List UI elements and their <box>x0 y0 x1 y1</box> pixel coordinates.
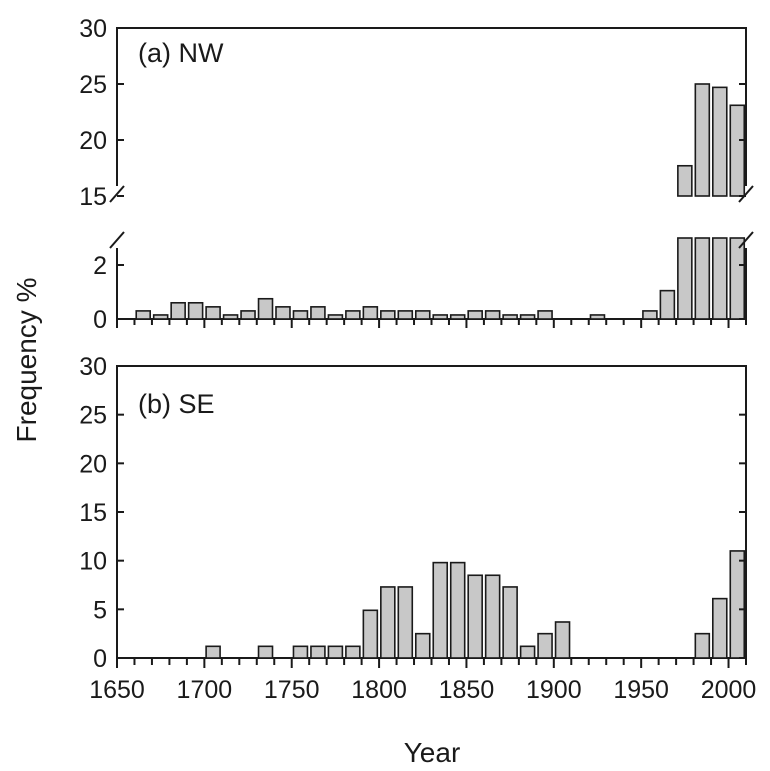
y-tick-label-b-15: 15 <box>79 499 107 527</box>
axis-break-mark <box>109 185 125 203</box>
x-tick-label-1800: 1800 <box>351 676 407 704</box>
bar-a-1895 <box>537 310 553 320</box>
bar-b-1825 <box>414 632 431 659</box>
axis-break-mark <box>738 185 754 203</box>
bar-b-1885 <box>519 645 536 659</box>
y-tick-label-b-30: 30 <box>79 353 107 381</box>
bar-a-1985-lower <box>694 237 711 320</box>
bar-b-1995 <box>712 597 728 659</box>
bar-a-1705 <box>205 306 221 320</box>
bar-a-1925 <box>589 314 606 320</box>
panel-a-label: (a) NW <box>138 38 224 68</box>
bar-b-1775 <box>327 645 344 659</box>
y-tick-label-a-2: 2 <box>93 252 107 280</box>
x-tick-label-1650: 1650 <box>89 676 145 704</box>
y-tick-label-a-20: 20 <box>79 127 107 155</box>
y-tick-label-a-15: 15 <box>79 183 107 211</box>
bar-a-1975-lower <box>677 237 693 320</box>
bar-b-1895 <box>537 632 553 659</box>
bar-a-1795 <box>362 306 379 320</box>
bar-a-2005-lower <box>729 237 746 320</box>
panel-b-label: (b) SE <box>138 389 215 419</box>
bar-a-1725 <box>240 310 256 320</box>
bar-b-1985 <box>694 632 711 659</box>
bar-a-2005-upper <box>729 104 746 197</box>
y-tick-label-b-20: 20 <box>79 450 107 478</box>
x-tick-label-1850: 1850 <box>439 676 495 704</box>
bar-b-1795 <box>362 609 379 659</box>
x-axis-label: Year <box>404 737 461 768</box>
panel-a-upper: (a) NW <box>138 38 224 68</box>
panel-b: (b) SE <box>138 389 215 419</box>
y-tick-label-b-10: 10 <box>79 548 107 576</box>
bar-b-1835 <box>432 561 449 659</box>
bar-a-1845 <box>449 314 466 320</box>
bar-a-1875 <box>502 314 518 320</box>
bar-b-1845 <box>449 561 466 659</box>
bar-b-1735 <box>257 645 274 659</box>
axis-break-mark <box>109 231 125 249</box>
axis-break-mark <box>738 231 754 249</box>
bar-a-1995-upper <box>712 86 728 197</box>
y-tick-label-a-0: 0 <box>93 306 107 334</box>
bar-b-1855 <box>467 574 483 659</box>
bar-b-1785 <box>345 645 361 659</box>
bar-b-1815 <box>397 586 414 659</box>
bar-a-1865 <box>484 310 501 320</box>
bar-a-1715 <box>222 314 239 320</box>
x-tick-label-1900: 1900 <box>526 676 582 704</box>
y-tick-label-a-25: 25 <box>79 71 107 99</box>
bar-b-2005 <box>729 550 746 659</box>
x-tick-label-1950: 1950 <box>613 676 669 704</box>
y-axis-label: Frequency % <box>11 278 42 443</box>
bar-a-1745 <box>275 306 291 320</box>
bar-a-1785 <box>345 310 361 320</box>
bar-b-1805 <box>380 586 396 659</box>
bar-a-1965 <box>659 289 676 320</box>
bar-b-1905 <box>554 621 571 659</box>
x-tick-label-1700: 1700 <box>177 676 233 704</box>
bar-a-1805 <box>380 310 396 320</box>
bar-b-1875 <box>502 586 518 659</box>
x-tick-label-1750: 1750 <box>264 676 320 704</box>
bar-b-1705 <box>205 645 221 659</box>
bar-a-1955 <box>642 310 658 320</box>
bar-a-1835 <box>432 314 449 320</box>
bar-a-1765 <box>310 306 326 320</box>
panel-a-plot <box>109 27 754 320</box>
bar-a-1755 <box>292 310 309 320</box>
bar-a-1665 <box>135 310 151 320</box>
bar-a-1775 <box>327 314 344 320</box>
bar-a-1995-lower <box>712 237 728 320</box>
bar-a-1815 <box>397 310 414 320</box>
bar-a-1885 <box>519 314 536 320</box>
bar-a-1855 <box>467 310 483 320</box>
y-tick-label-b-25: 25 <box>79 402 107 430</box>
bar-a-1685 <box>170 301 186 320</box>
bar-a-1735 <box>257 297 274 320</box>
bar-b-1755 <box>292 645 309 659</box>
x-tick-label-2000: 2000 <box>701 676 757 704</box>
bar-a-1985-upper <box>694 83 711 197</box>
bar-b-1865 <box>484 574 501 659</box>
bar-a-1825 <box>414 310 431 320</box>
y-tick-label-b-5: 5 <box>93 596 107 624</box>
panel-a-upper-frame <box>116 27 747 186</box>
y-tick-label-b-0: 0 <box>93 645 107 673</box>
bar-a-1675 <box>152 314 169 320</box>
bar-b-1765 <box>310 645 326 659</box>
y-tick-label-a-30: 30 <box>79 15 107 43</box>
bar-a-1975-upper <box>677 164 693 197</box>
bar-a-1695 <box>187 301 204 320</box>
